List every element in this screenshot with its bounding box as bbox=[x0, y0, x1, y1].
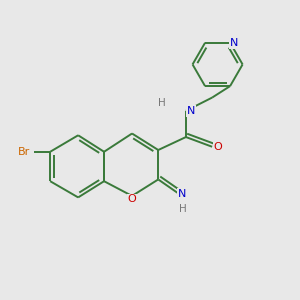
Text: H: H bbox=[178, 204, 186, 214]
Text: N: N bbox=[178, 189, 187, 199]
Text: O: O bbox=[214, 142, 222, 152]
Text: O: O bbox=[128, 194, 136, 205]
Text: N: N bbox=[230, 38, 239, 48]
Text: H: H bbox=[158, 98, 165, 108]
Text: N: N bbox=[187, 106, 195, 116]
Text: Br: Br bbox=[18, 147, 30, 157]
